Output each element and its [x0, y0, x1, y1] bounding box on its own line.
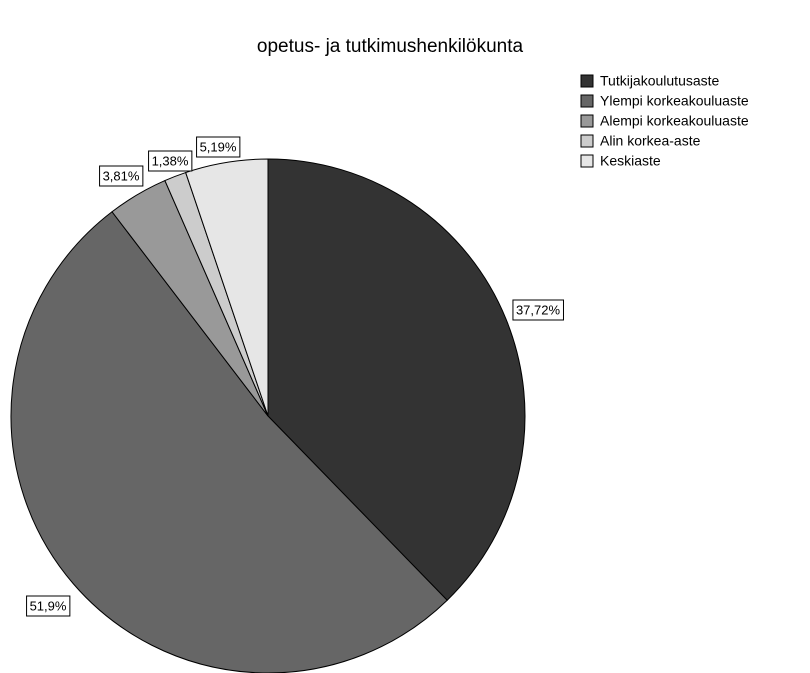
legend-swatch: [580, 134, 594, 148]
label-box: [99, 165, 144, 187]
legend-label: Alin korkea-aste: [600, 133, 701, 149]
legend-swatch: [580, 94, 594, 108]
data-label: 37,72%: [516, 302, 561, 317]
label-box: [148, 150, 193, 172]
legend-swatch: [580, 154, 594, 168]
label-box: [26, 595, 71, 617]
label-box: [196, 136, 241, 158]
label-box: [512, 299, 564, 321]
legend-label: Alempi korkeakouluaste: [600, 113, 749, 129]
legend-label: Ylempi korkeakouluaste: [600, 93, 749, 109]
legend-label: Tutkijakoulutusaste: [600, 73, 720, 89]
legend-swatch: [580, 74, 594, 88]
pie-slice: [10, 211, 448, 673]
data-label: 51,9%: [30, 598, 67, 613]
chart-title: opetus- ja tutkimushenkilökunta: [257, 36, 524, 57]
pie-slice: [185, 158, 269, 417]
data-label: 3,81%: [103, 168, 140, 183]
data-label: 5,19%: [200, 139, 237, 154]
legend-swatch: [580, 114, 594, 128]
data-label: 1,38%: [152, 153, 189, 168]
legend-label: Keskiaste: [600, 153, 661, 169]
pie-slice: [267, 158, 526, 601]
